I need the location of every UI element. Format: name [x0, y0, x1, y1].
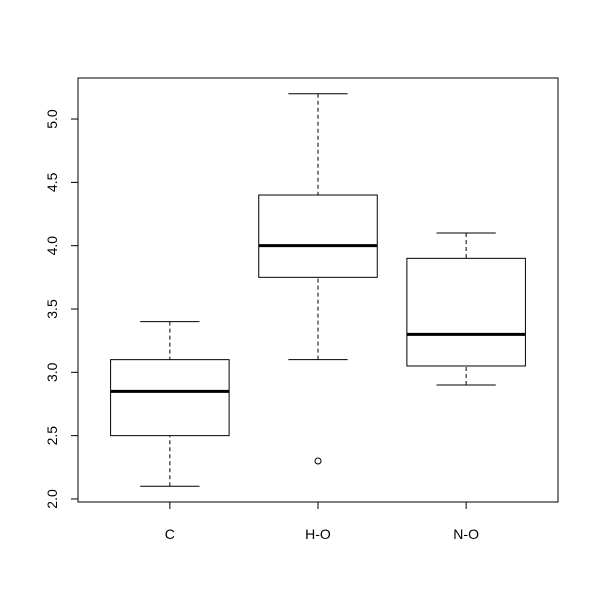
y-tick-label: 2.5	[44, 426, 60, 446]
x-tick-label: N-O	[453, 526, 479, 542]
y-tick-label: 4.5	[44, 172, 60, 192]
y-tick-label: 2.0	[44, 489, 60, 509]
y-tick-label: 5.0	[44, 109, 60, 129]
box	[406, 257, 526, 367]
y-tick-label: 4.0	[44, 236, 60, 256]
y-tick-label: 3.0	[44, 362, 60, 382]
x-tick-label: H-O	[305, 526, 331, 542]
box	[110, 359, 230, 437]
outlier	[314, 457, 322, 465]
x-tick-label: C	[165, 526, 175, 542]
y-tick-label: 3.5	[44, 299, 60, 319]
box	[258, 194, 378, 278]
plot-frame	[77, 77, 559, 503]
